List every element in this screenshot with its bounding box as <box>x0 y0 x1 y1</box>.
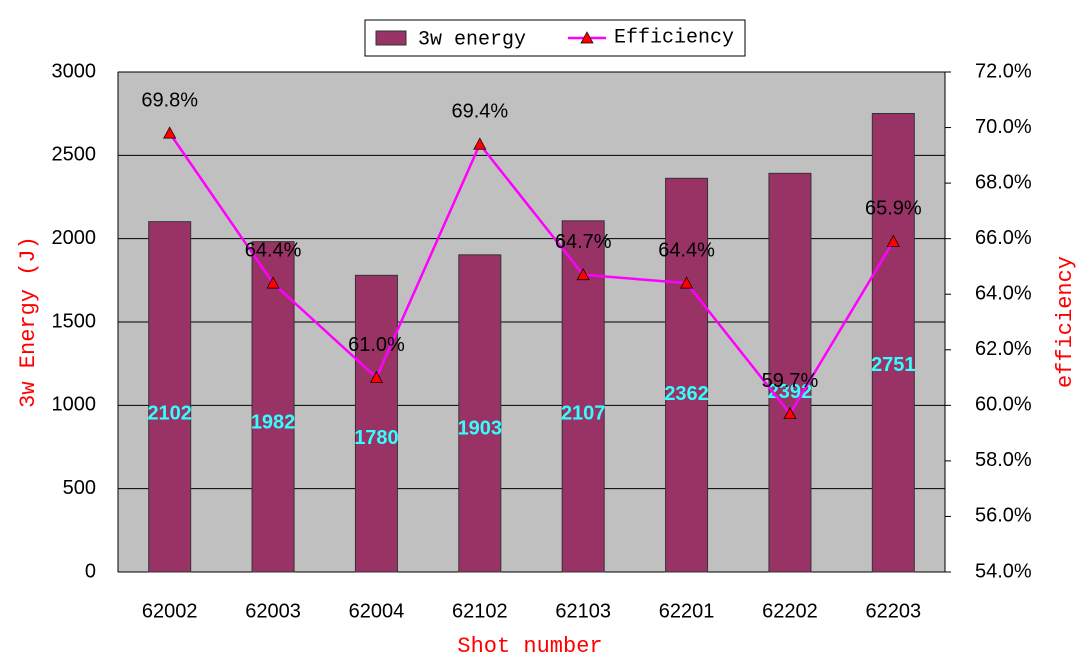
marker <box>886 234 900 247</box>
data-label: 1903 <box>458 418 503 440</box>
line <box>168 132 895 416</box>
x-tick-label: 62003 <box>245 600 301 622</box>
y-tick-label: 1500 <box>52 310 97 332</box>
bar <box>354 274 398 573</box>
data-label: 2107 <box>561 402 606 424</box>
legend-label: 3w energy <box>418 28 526 51</box>
y2-tick-label: 58.0% <box>975 449 1032 471</box>
y2-axis-title: efficiency <box>1053 256 1078 388</box>
marker <box>266 276 280 289</box>
y-tick-label: 500 <box>63 477 96 499</box>
data-label: 64.7% <box>555 231 612 253</box>
x-tick-label: 62103 <box>555 600 611 622</box>
marker <box>473 137 487 150</box>
x-axis-title: Shot number <box>457 634 602 659</box>
y-tick-label: 0 <box>85 560 96 582</box>
marker <box>576 268 590 281</box>
data-label: 69.8% <box>141 89 198 111</box>
data-label: 64.4% <box>245 239 302 261</box>
legend-label: Efficiency <box>614 26 734 49</box>
y2-tick-label: 60.0% <box>975 394 1032 416</box>
y2-tick-label: 54.0% <box>975 560 1032 582</box>
bar <box>665 177 709 573</box>
marker <box>163 126 177 139</box>
data-label: 65.9% <box>865 198 922 220</box>
x-tick-label: 62201 <box>659 600 715 622</box>
bar <box>148 221 192 573</box>
legend-swatch <box>375 30 407 46</box>
y-tick-label: 2000 <box>52 227 97 249</box>
data-label: 1982 <box>251 412 296 434</box>
x-tick-label: 62203 <box>866 600 922 622</box>
bar <box>768 172 812 573</box>
data-label: 64.4% <box>658 239 715 261</box>
data-label: 59.7% <box>762 370 819 392</box>
y-axis-title: 3w Energy (J) <box>16 236 41 408</box>
data-label: 2362 <box>664 383 709 405</box>
bar <box>458 254 502 573</box>
y2-tick-label: 62.0% <box>975 338 1032 360</box>
x-tick-label: 62002 <box>142 600 198 622</box>
y2-tick-label: 72.0% <box>975 60 1032 82</box>
x-tick-label: 62004 <box>349 600 405 622</box>
data-label: 69.4% <box>451 101 508 123</box>
y-tick-label: 2500 <box>52 144 97 166</box>
x-tick-label: 62102 <box>452 600 508 622</box>
legend-marker <box>580 31 594 44</box>
y-tick-label: 3000 <box>52 60 97 82</box>
marker <box>783 406 797 420</box>
x-tick-label: 62202 <box>762 600 818 622</box>
marker <box>369 370 384 383</box>
y2-tick-label: 68.0% <box>975 171 1032 193</box>
legend-box <box>364 19 746 57</box>
data-label: 2102 <box>147 403 192 425</box>
y-tick-label: 1000 <box>52 394 97 416</box>
y2-tick-label: 66.0% <box>975 227 1032 249</box>
marker <box>679 276 694 289</box>
y2-tick-label: 64.0% <box>975 283 1032 305</box>
data-label: 1780 <box>354 427 399 449</box>
y2-tick-label: 70.0% <box>975 116 1032 138</box>
bar <box>871 113 915 573</box>
y2-tick-label: 56.0% <box>975 505 1032 527</box>
bar <box>251 241 295 573</box>
data-label: 2751 <box>871 354 916 376</box>
data-label: 61.0% <box>348 334 405 356</box>
